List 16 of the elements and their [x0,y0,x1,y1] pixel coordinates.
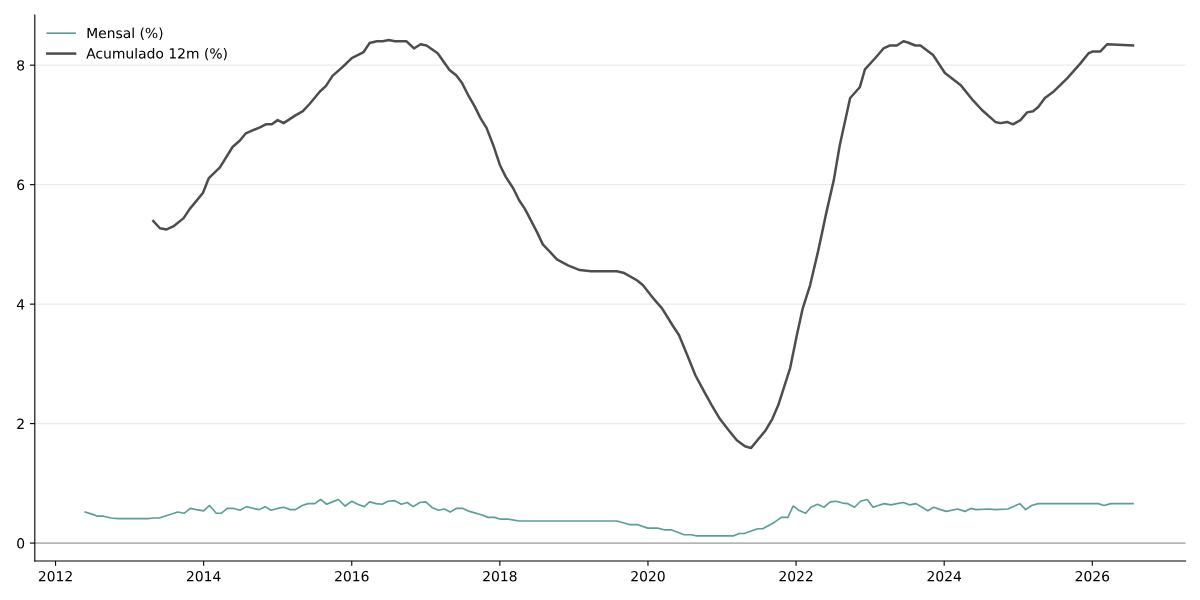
y-tick-label: 0 [17,538,25,549]
x-tick-label: 2026 [1075,570,1110,582]
y-tick-label: 4 [16,299,25,310]
x-tick-label: 2016 [335,570,369,582]
line-series [84,498,1134,537]
x-tick-label: 2024 [927,570,962,582]
legend-label: Mensal (%) [87,27,163,40]
x-tick-label: 2018 [483,570,517,582]
x-tick-label: 2022 [779,570,813,582]
x-tick-label: 2020 [631,570,665,582]
x-tick-label: 2014 [186,570,221,582]
x-tick-label: 2012 [38,570,72,582]
y-tick-label: 8 [17,60,25,71]
legend-label: Acumulado 12m (%) [86,47,227,61]
y-tick-label: 2 [17,418,24,429]
y-tick-label: 6 [17,179,25,191]
